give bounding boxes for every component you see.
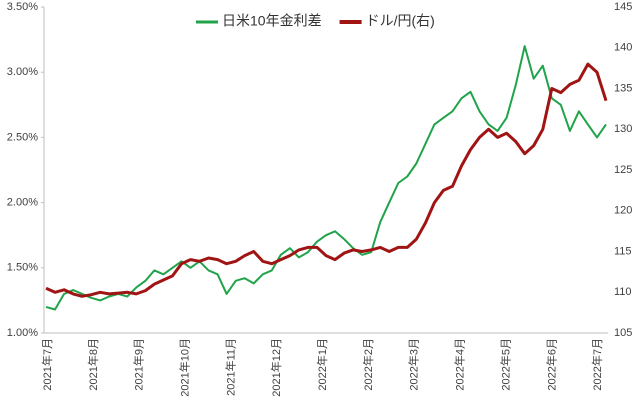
x-tick-label: 2021年8月 — [86, 338, 100, 391]
y2-tick-label: 140 — [614, 42, 632, 54]
y-tick-label: 3.00% — [7, 66, 38, 78]
y-tick-label: 1.50% — [7, 262, 38, 274]
legend-label: ドル/円(右) — [366, 13, 435, 29]
x-tick-label: 2021年12月 — [269, 338, 283, 397]
x-tick-label: 2022年5月 — [498, 338, 512, 391]
y-tick-label: 2.00% — [7, 197, 38, 209]
x-tick-label: 2021年10月 — [177, 338, 191, 397]
y2-tick-label: 130 — [614, 123, 632, 135]
y2-tick-label: 125 — [614, 164, 632, 176]
x-tick-label: 2022年3月 — [407, 338, 421, 391]
x-tick-label: 2022年7月 — [590, 338, 604, 391]
y2-tick-label: 115 — [614, 245, 632, 257]
x-tick-label: 2022年1月 — [315, 338, 329, 391]
x-tick-label: 2021年11月 — [223, 338, 237, 396]
y-tick-label: 3.50% — [7, 1, 38, 13]
x-tick-label: 2022年4月 — [453, 338, 467, 391]
y2-tick-label: 120 — [614, 205, 632, 217]
y-tick-label: 2.50% — [7, 131, 38, 143]
x-tick-label: 2021年9月 — [132, 338, 146, 391]
y2-tick-label: 110 — [614, 286, 632, 298]
series-line — [45, 45, 607, 311]
x-tick-label: 2021年7月 — [40, 338, 54, 391]
x-tick-label: 2022年6月 — [544, 338, 558, 391]
y-tick-label: 1.00% — [7, 327, 38, 339]
y2-tick-label: 135 — [614, 82, 632, 94]
series-line — [45, 62, 608, 298]
y2-tick-label: 145 — [614, 1, 632, 13]
y2-tick-label: 105 — [614, 327, 632, 339]
legend-label: 日米10年金利差 — [222, 13, 322, 29]
x-tick-label: 2022年2月 — [361, 338, 375, 391]
